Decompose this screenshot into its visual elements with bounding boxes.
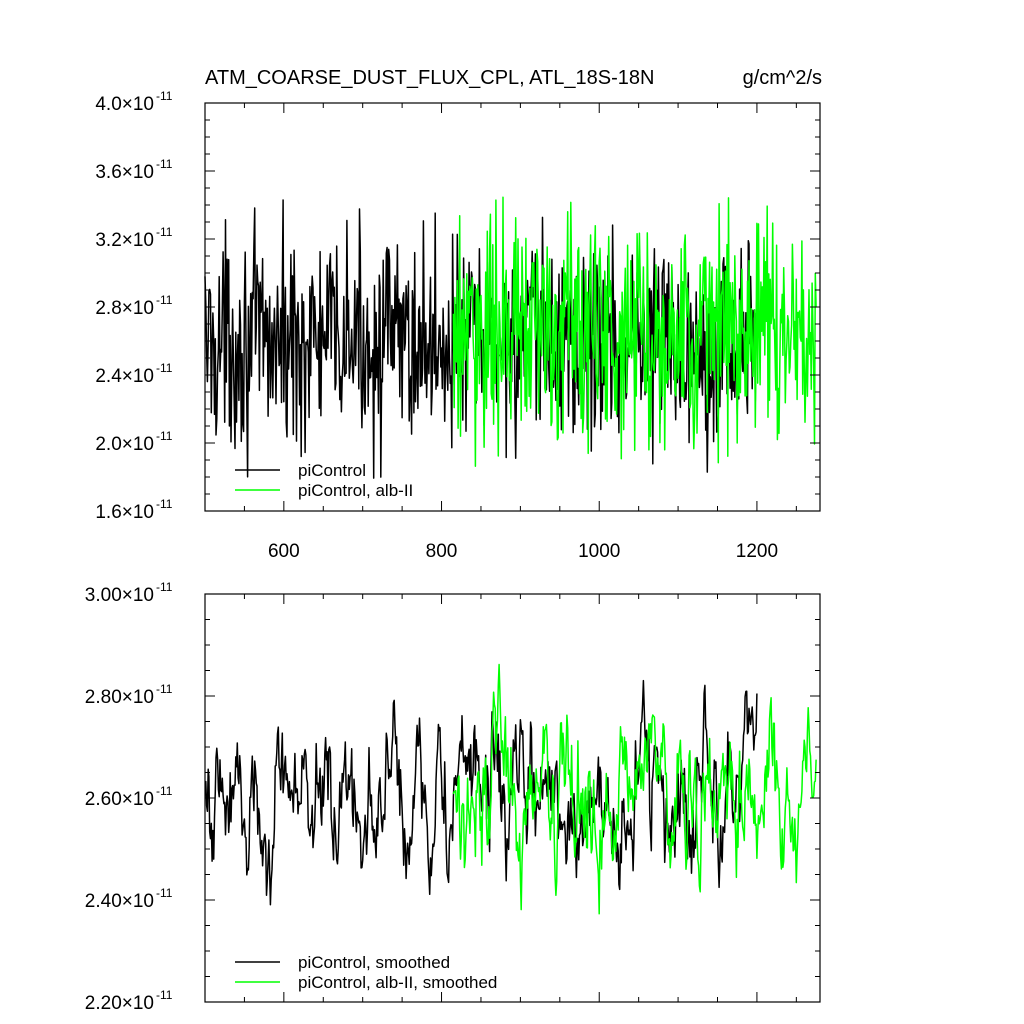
y-tick-label: 1.6×10 xyxy=(95,502,154,523)
y-tick-exponent: -11 xyxy=(156,988,173,1002)
y-tick-label: 2.80×10 xyxy=(85,687,154,708)
legend-label-picontrol-smoothed: piControl, smoothed xyxy=(298,953,450,972)
y-tick-label: 2.20×10 xyxy=(85,993,154,1014)
x-tick-label: 600 xyxy=(268,541,300,562)
bottom-plot-frame xyxy=(204,593,821,1003)
y-tick-label: 2.40×10 xyxy=(85,891,154,912)
top-tick-marks xyxy=(205,102,820,512)
y-tick-label: 3.2×10 xyxy=(95,230,154,251)
y-tick-label: 2.60×10 xyxy=(85,789,154,810)
bottom-tick-marks xyxy=(205,593,820,1003)
top-plot-frame xyxy=(204,102,821,512)
y-tick-exponent: -11 xyxy=(156,497,173,511)
series-line-picontrol-smoothed xyxy=(205,679,758,906)
x-tick-label: 800 xyxy=(426,541,458,562)
top-series-lines xyxy=(204,196,817,479)
y-tick-exponent: -11 xyxy=(156,361,173,375)
bottom-y-tick-labels: 3.00×10 -112.80×10 -112.60×10 -112.40×10 -11… xyxy=(85,580,173,1014)
y-tick-exponent: -11 xyxy=(156,225,173,239)
y-tick-label: 2.0×10 xyxy=(95,434,154,455)
top-y-tick-labels: 4.0×10 -113.6×10 -113.2×10 -112.8×10 -112.4×… xyxy=(95,89,172,523)
y-tick-label: 2.4×10 xyxy=(95,366,154,387)
y-tick-exponent: -11 xyxy=(156,429,173,443)
y-tick-exponent: -11 xyxy=(156,580,173,594)
y-tick-label: 4.0×10 xyxy=(95,94,154,115)
y-tick-label: 2.8×10 xyxy=(95,298,154,319)
legend-label-picontrol: piControl xyxy=(298,461,366,480)
y-tick-exponent: -11 xyxy=(156,784,173,798)
top-panel: ATM_COARSE_DUST_FLUX_CPL, ATL_18S-18N g/… xyxy=(95,67,822,562)
y-tick-label: 3.00×10 xyxy=(85,585,154,606)
chart-title: ATM_COARSE_DUST_FLUX_CPL, ATL_18S-18N xyxy=(205,67,654,89)
y-tick-exponent: -11 xyxy=(156,293,173,307)
units-label: g/cm^2/s xyxy=(743,67,822,89)
y-tick-exponent: -11 xyxy=(156,682,173,696)
bottom-legend: piControl, smoothed piControl, alb-II, s… xyxy=(235,953,497,992)
top-x-tick-labels: 600 800 1000 1200 xyxy=(268,541,778,562)
legend-label-alb-ii: piControl, alb-II xyxy=(298,481,413,500)
y-tick-exponent: -11 xyxy=(156,157,173,171)
bottom-series-lines xyxy=(205,663,817,915)
x-tick-label: 1200 xyxy=(736,541,778,562)
x-tick-label: 1000 xyxy=(578,541,620,562)
y-tick-label: 3.6×10 xyxy=(95,162,154,183)
series-line-picontrol-alb-ii-smoothed xyxy=(452,663,817,915)
series-line-picontrol-alb-ii xyxy=(452,196,817,468)
y-tick-exponent: -11 xyxy=(156,89,173,103)
legend-label-alb-ii-smoothed: piControl, alb-II, smoothed xyxy=(298,973,497,992)
y-tick-exponent: -11 xyxy=(156,886,173,900)
top-legend: piControl piControl, alb-II xyxy=(235,461,413,500)
bottom-panel: 3.00×10 -112.80×10 -112.60×10 -112.40×10 -11… xyxy=(85,580,821,1014)
